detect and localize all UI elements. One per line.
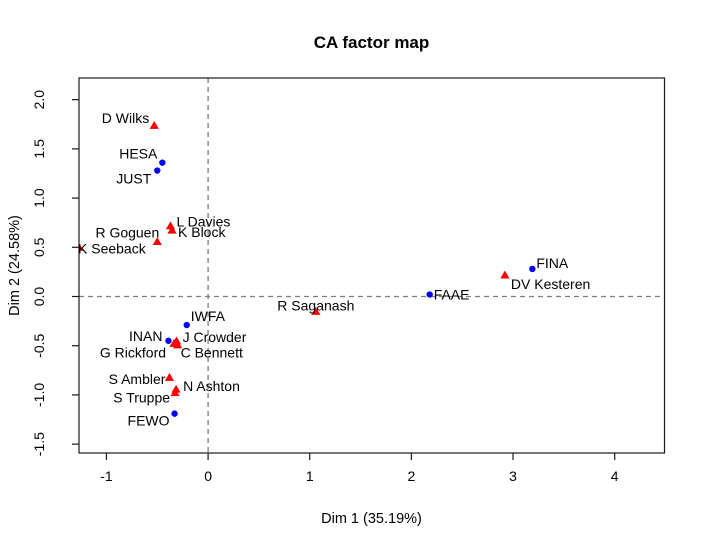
chart-title: CA factor map	[314, 33, 430, 52]
y-tick-label: 0.0	[31, 287, 47, 307]
point-g-rickford-label: G Rickford	[100, 344, 166, 360]
zero-reference-lines	[79, 78, 665, 453]
point-d-wilks-label: D Wilks	[102, 110, 149, 126]
plot-frame	[78, 77, 666, 454]
point-fewo-circle-marker	[171, 410, 178, 417]
y-tick-label: 1.5	[31, 139, 47, 159]
point-inan-circle-marker	[165, 337, 172, 344]
point-iwfa-label: IWFA	[191, 308, 226, 324]
point-fina-circle-marker	[529, 265, 536, 273]
point-hesa-label: HESA	[119, 146, 158, 162]
x-tick-label: 0	[204, 468, 212, 484]
point-c-bennett-label: C Bennett	[181, 345, 243, 361]
x-tick-label: 2	[407, 468, 415, 484]
point-hesa-circle-marker	[159, 159, 166, 166]
y-tick-label: -1.5	[31, 432, 47, 456]
y-axis-title: Dim 2 (24.58%)	[7, 215, 23, 316]
point-s-truppe-triangle-marker	[170, 388, 180, 397]
point-r-saganash-label: R Saganash	[277, 297, 354, 313]
point-fewo-label: FEWO	[128, 413, 170, 429]
y-tick-label: 0.5	[31, 237, 47, 257]
point-s-truppe-label: S Truppe	[113, 389, 170, 405]
point-j-crowder-label: J Crowder	[183, 329, 247, 345]
point-r-saganash-triangle-marker	[311, 306, 321, 315]
point-k-seeback-label: K Seeback	[78, 240, 147, 256]
point-faae-label: FAAE	[434, 287, 470, 303]
x-axis-title: Dim 1 (35.19%)	[321, 511, 422, 527]
point-faae-circle-marker	[426, 291, 433, 298]
point-k-block-label: K Block	[178, 224, 226, 240]
point-s-ambler-label: S Ambler	[109, 371, 166, 387]
point-c-bennett-triangle-marker	[172, 340, 183, 349]
point-d-wilks-triangle-marker	[149, 120, 159, 129]
y-tick-label: -1.0	[31, 383, 47, 407]
point-just-label: JUST	[116, 171, 151, 187]
x-tick-label: 3	[509, 468, 517, 484]
y-tick-label: -0.5	[31, 333, 47, 357]
point-n-ashton-label: N Ashton	[183, 378, 240, 394]
x-tick-label: -1	[100, 468, 113, 484]
point-r-goguen-triangle-marker	[152, 237, 162, 245]
point-iwfa-circle-marker	[183, 321, 190, 329]
point-dv-kesteren-triangle-marker	[500, 270, 510, 279]
point-just-circle-marker	[154, 167, 161, 174]
point-k-block-triangle-marker	[167, 225, 177, 234]
data-point-markers	[79, 120, 536, 417]
axis-ticks: -1 0 1 2 3 4 -1.5 -1.0 -0.5 0.0 0.5 1.0 1.5 2.0	[31, 90, 619, 484]
y-tick-label: 2.0	[31, 90, 47, 110]
point-s-ambler-triangle-marker	[164, 372, 175, 381]
point-l-davies-triangle-marker	[165, 221, 176, 230]
y-tick-label: 1.0	[31, 188, 47, 208]
x-tick-label: 1	[306, 468, 314, 484]
point-inan-label: INAN	[129, 328, 162, 344]
point-fina-label: FINA	[536, 255, 569, 271]
point-l-davies-label: L Davies	[176, 214, 230, 230]
point-r-goguen-label: R Goguen	[95, 224, 159, 240]
x-tick-label: 4	[611, 468, 619, 484]
point-dv-kesteren-label: DV Kesteren	[511, 276, 590, 292]
